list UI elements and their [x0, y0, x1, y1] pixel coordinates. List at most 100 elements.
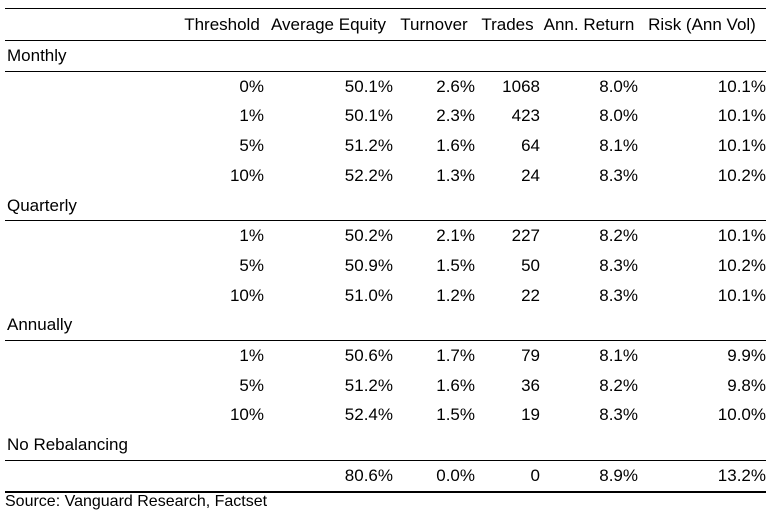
table-row: 80.6% 0.0% 0 8.9% 13.2%: [5, 460, 766, 493]
cell-threshold: 10%: [229, 165, 264, 185]
row-blank-cell: [5, 71, 180, 101]
cell-trades: 50: [521, 255, 540, 275]
cell-trades: 22: [521, 285, 540, 305]
row-blank-cell: [5, 131, 180, 161]
cell-threshold: [180, 460, 264, 493]
header-turnover: Turnover: [393, 8, 475, 41]
section-filler-cell: [638, 40, 766, 72]
section-filler-cell: [393, 190, 475, 222]
section-filler-cell: [638, 430, 766, 461]
cell-turnover: 0.0%: [393, 460, 475, 493]
section-filler-cell: [264, 40, 393, 72]
section-label: Monthly: [5, 40, 180, 72]
row-blank-cell: [5, 161, 180, 191]
cell-average-equity: 50.6%: [344, 346, 393, 366]
section-filler-cell: [540, 190, 638, 222]
cell-threshold: 0%: [239, 76, 264, 96]
section-label: No Rebalancing: [5, 430, 180, 461]
row-blank-cell: [5, 251, 180, 281]
row-blank-cell: [5, 281, 180, 311]
cell-threshold: 1%: [239, 346, 264, 366]
cell-trades: 1068: [502, 76, 540, 96]
section-header-row: Quarterly: [5, 190, 766, 222]
row-blank-cell: [5, 371, 180, 401]
cell-threshold: 10%: [229, 405, 264, 425]
cell-ann-return: 8.2%: [599, 226, 638, 246]
section-filler-cell: [475, 190, 540, 222]
cell-average-equity: 80.6%: [264, 460, 393, 493]
header-row: Threshold Average Equity Turnover Trades…: [5, 8, 766, 41]
cell-threshold: 5%: [239, 375, 264, 395]
cell-turnover: 1.5%: [436, 255, 475, 275]
cell-risk: 9.9%: [727, 346, 766, 366]
section-filler-cell: [540, 40, 638, 72]
cell-risk: 9.8%: [727, 375, 766, 395]
cell-average-equity: 52.2%: [344, 165, 393, 185]
cell-risk: 10.1%: [717, 106, 766, 126]
cell-threshold: 1%: [239, 106, 264, 126]
section-label: Annually: [5, 310, 180, 342]
cell-risk: 13.2%: [638, 460, 766, 493]
cell-ann-return: 8.3%: [599, 405, 638, 425]
section-filler-cell: [638, 310, 766, 342]
cell-risk: 10.1%: [717, 226, 766, 246]
cell-ann-return: 8.3%: [599, 255, 638, 275]
cell-turnover: 1.6%: [436, 136, 475, 156]
cell-risk: 10.0%: [717, 405, 766, 425]
section-filler-cell: [264, 310, 393, 342]
section-filler-cell: [475, 40, 540, 72]
cell-threshold: 5%: [239, 255, 264, 275]
cell-turnover: 1.7%: [436, 346, 475, 366]
section-filler-cell: [638, 190, 766, 222]
table-row: 10% 52.4% 1.5% 19 8.3% 10.0%: [5, 400, 766, 430]
cell-trades: 79: [521, 346, 540, 366]
cell-threshold: 10%: [229, 285, 264, 305]
cell-ann-return: 8.0%: [599, 76, 638, 96]
cell-average-equity: 51.0%: [344, 285, 393, 305]
cell-ann-return: 8.2%: [599, 375, 638, 395]
section-header-row: Annually: [5, 310, 766, 342]
section-filler-cell: [475, 310, 540, 342]
header-trades: Trades: [475, 8, 540, 41]
cell-turnover: 1.2%: [436, 285, 475, 305]
table-row: 1% 50.6% 1.7% 79 8.1% 9.9%: [5, 341, 766, 371]
cell-average-equity: 50.1%: [344, 106, 393, 126]
header-average-equity: Average Equity: [264, 8, 393, 41]
section-filler-cell: [180, 190, 264, 222]
row-blank-cell: [5, 460, 180, 493]
cell-risk: 10.1%: [717, 285, 766, 305]
table-row: 10% 51.0% 1.2% 22 8.3% 10.1%: [5, 281, 766, 311]
cell-risk: 10.1%: [717, 76, 766, 96]
cell-ann-return: 8.3%: [599, 285, 638, 305]
section-filler-cell: [180, 310, 264, 342]
cell-trades: 19: [521, 405, 540, 425]
header-threshold: Threshold: [180, 8, 264, 41]
header-risk: Risk (Ann Vol): [638, 8, 766, 41]
cell-trades: 64: [521, 136, 540, 156]
section-header-row: No Rebalancing: [5, 430, 766, 461]
cell-average-equity: 52.4%: [344, 405, 393, 425]
section-filler-cell: [393, 310, 475, 342]
cell-average-equity: 51.2%: [344, 136, 393, 156]
cell-threshold: 1%: [239, 226, 264, 246]
cell-risk: 10.1%: [717, 136, 766, 156]
row-blank-cell: [5, 400, 180, 430]
section-label: Quarterly: [5, 190, 180, 222]
section-filler-cell: [264, 430, 393, 461]
header-blank: [5, 8, 180, 41]
cell-turnover: 1.6%: [436, 375, 475, 395]
section-header-row: Monthly: [5, 40, 766, 72]
section-filler-cell: [180, 430, 264, 461]
cell-turnover: 1.5%: [436, 405, 475, 425]
cell-trades: 24: [521, 165, 540, 185]
cell-turnover: 2.3%: [436, 106, 475, 126]
cell-turnover: 2.6%: [436, 76, 475, 96]
source-note: Source: Vanguard Research, Factset: [5, 493, 268, 510]
section-filler-cell: [264, 190, 393, 222]
cell-ann-return: 8.1%: [599, 136, 638, 156]
row-blank-cell: [5, 341, 180, 371]
rebalancing-table: Threshold Average Equity Turnover Trades…: [5, 8, 766, 493]
table-row: 1% 50.1% 2.3% 423 8.0% 10.1%: [5, 101, 766, 131]
cell-trades: 36: [521, 375, 540, 395]
